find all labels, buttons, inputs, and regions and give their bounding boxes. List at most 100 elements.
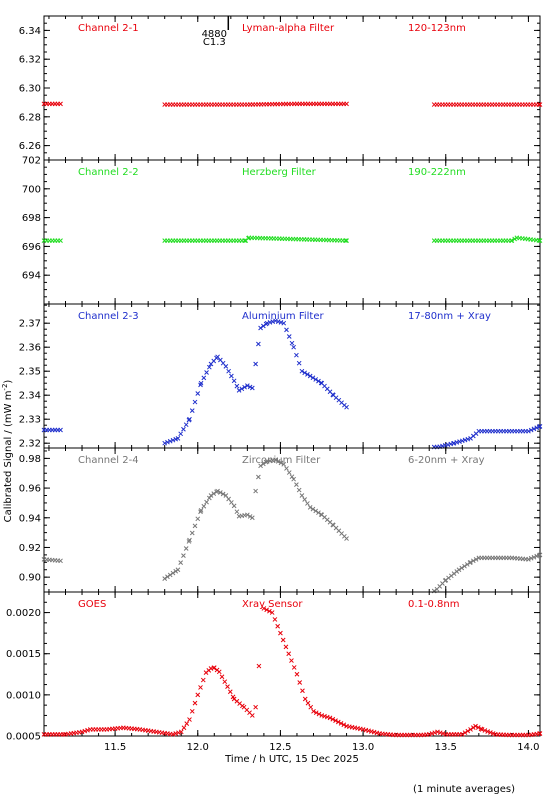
y-tick-label: 2.34 bbox=[19, 391, 41, 402]
data-point bbox=[462, 437, 468, 443]
data-point bbox=[204, 370, 209, 375]
data-point bbox=[333, 718, 338, 723]
data-point bbox=[176, 730, 181, 736]
data-point bbox=[300, 688, 305, 694]
panel-1: 6.26 6.28 6.30 6.32 6.34 Channel 2-1 Lyman-alp… bbox=[19, 15, 543, 161]
data-point bbox=[178, 729, 184, 735]
data-point bbox=[273, 318, 278, 324]
data-point bbox=[189, 408, 195, 413]
data-point bbox=[307, 505, 313, 510]
y-tick-label: 702 bbox=[22, 156, 41, 167]
y-tick-label: 0.92 bbox=[19, 543, 41, 554]
data-point bbox=[456, 567, 462, 573]
data-point bbox=[429, 731, 435, 736]
data-point bbox=[215, 488, 220, 494]
chart-panels: 6.26 6.28 6.30 6.32 6.34 Channel 2-1 Lyman-alp… bbox=[6, 15, 543, 753]
data-point bbox=[468, 727, 473, 732]
data-point bbox=[187, 717, 192, 722]
panel-band-label: 120-123nm bbox=[408, 23, 466, 34]
data-point bbox=[273, 457, 278, 463]
data-point bbox=[512, 236, 518, 242]
data-point bbox=[475, 725, 481, 730]
y-tick-label: 0.96 bbox=[19, 484, 41, 495]
data-point bbox=[256, 474, 261, 480]
data-point bbox=[528, 427, 534, 433]
data-point bbox=[338, 721, 344, 726]
data-point bbox=[165, 574, 170, 580]
data-point bbox=[198, 507, 204, 513]
data-point bbox=[296, 360, 302, 366]
x-tick-label: 13.0 bbox=[352, 742, 374, 753]
data-point bbox=[189, 530, 195, 536]
data-point bbox=[485, 729, 490, 734]
data-point bbox=[183, 422, 189, 428]
data-point bbox=[242, 238, 247, 243]
data-point bbox=[167, 438, 173, 444]
data-point bbox=[242, 384, 247, 390]
panel-frame bbox=[43, 303, 541, 449]
data-point bbox=[79, 729, 85, 735]
series-3 bbox=[41, 318, 543, 450]
data-point bbox=[299, 368, 305, 374]
data-point bbox=[311, 708, 316, 714]
data-point bbox=[208, 493, 214, 498]
data-point bbox=[253, 488, 258, 494]
data-point bbox=[175, 436, 181, 441]
data-point bbox=[82, 728, 88, 734]
panel-filter-label: Zirconium Filter bbox=[242, 455, 321, 466]
data-point bbox=[201, 503, 207, 509]
data-point bbox=[200, 677, 206, 683]
panel-channel-label: Channel 2-3 bbox=[78, 311, 139, 322]
y-tick-label: 2.35 bbox=[19, 367, 41, 378]
data-point bbox=[231, 503, 237, 509]
data-point bbox=[344, 101, 349, 107]
data-point bbox=[313, 508, 319, 514]
y-axis-label-main: Calibrated Signal / (mW m bbox=[3, 391, 14, 523]
data-point bbox=[204, 499, 209, 505]
y-tick-label: 0.0020 bbox=[6, 608, 41, 619]
data-point bbox=[531, 426, 537, 432]
y-axis-label-end: ) bbox=[3, 380, 14, 384]
data-point bbox=[296, 487, 302, 493]
data-point bbox=[245, 512, 250, 518]
data-point bbox=[528, 555, 534, 561]
data-point bbox=[229, 373, 234, 379]
y-tick-label: 6.34 bbox=[19, 26, 41, 37]
data-point bbox=[534, 553, 540, 559]
data-point bbox=[537, 731, 543, 736]
y-tick-label: 698 bbox=[22, 213, 41, 224]
data-point bbox=[440, 731, 446, 736]
data-point bbox=[470, 725, 476, 730]
y-tick-label: 0.98 bbox=[19, 454, 41, 465]
data-point bbox=[305, 700, 311, 706]
x-tick-label: 12.5 bbox=[269, 742, 291, 753]
y-tick-label: 0.0015 bbox=[6, 649, 41, 660]
x-axis-label: Time / h UTC, 15 Dec 2025 bbox=[224, 754, 359, 765]
data-point bbox=[536, 102, 542, 107]
data-point bbox=[291, 665, 297, 670]
panel-filter-label: Lyman-alpha Filter bbox=[242, 23, 335, 34]
data-point bbox=[184, 721, 190, 727]
panel-frame bbox=[43, 15, 541, 161]
data-point bbox=[264, 320, 270, 326]
data-point bbox=[187, 537, 192, 543]
data-point bbox=[58, 238, 63, 243]
data-point bbox=[198, 685, 203, 690]
data-point bbox=[220, 491, 226, 497]
series-5 bbox=[41, 606, 543, 738]
data-point bbox=[256, 663, 262, 669]
data-point bbox=[275, 623, 281, 629]
data-point bbox=[173, 731, 179, 736]
x-tick-label: 13.5 bbox=[435, 742, 457, 753]
panel-filter-label: Xray Sensor bbox=[242, 599, 303, 610]
data-point bbox=[261, 606, 267, 611]
data-point bbox=[258, 463, 263, 469]
data-point bbox=[234, 383, 240, 389]
data-point bbox=[253, 361, 258, 367]
data-point bbox=[537, 238, 543, 243]
data-point bbox=[451, 440, 457, 446]
data-point bbox=[335, 719, 341, 725]
y-tick-label: 696 bbox=[22, 242, 41, 253]
event-marker: 4880 C1.3 bbox=[202, 16, 230, 48]
data-point bbox=[58, 427, 63, 433]
